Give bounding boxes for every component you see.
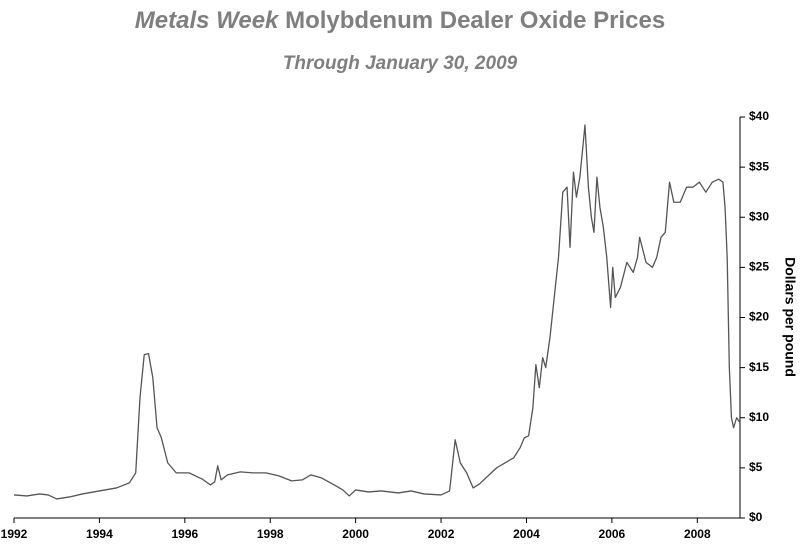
y-tick-label: $5 <box>749 460 763 474</box>
x-tick-label: 1998 <box>257 527 284 541</box>
x-tick-label: 1994 <box>86 527 113 541</box>
x-tick-label: 1996 <box>171 527 198 541</box>
y-tick-label: $30 <box>749 209 769 223</box>
x-tick-label: 2006 <box>599 527 626 541</box>
chart-subtitle: Through January 30, 2009 <box>283 53 518 74</box>
x-tick-label: 2004 <box>513 527 540 541</box>
y-axis-label: Dollars per pound <box>782 257 798 377</box>
y-tick-label: $25 <box>749 260 769 274</box>
y-tick-label: $10 <box>749 410 769 424</box>
y-tick-label: $35 <box>749 159 769 173</box>
title-italic: Metals Week <box>135 7 280 34</box>
title-main: Molybdenum Dealer Oxide Prices <box>285 7 665 34</box>
chart-title: Metals Week Molybdenum Dealer Oxide Pric… <box>135 7 665 34</box>
x-tick-label: 2002 <box>428 527 455 541</box>
x-tick-label: 2000 <box>342 527 369 541</box>
y-tick-label: $0 <box>749 510 763 524</box>
y-tick-label: $20 <box>749 310 769 324</box>
x-tick-label: 2008 <box>684 527 711 541</box>
x-tick-label: 1992 <box>1 527 28 541</box>
y-tick-label: $40 <box>749 109 769 123</box>
y-tick-label: $15 <box>749 360 769 374</box>
price-line <box>13 124 741 500</box>
